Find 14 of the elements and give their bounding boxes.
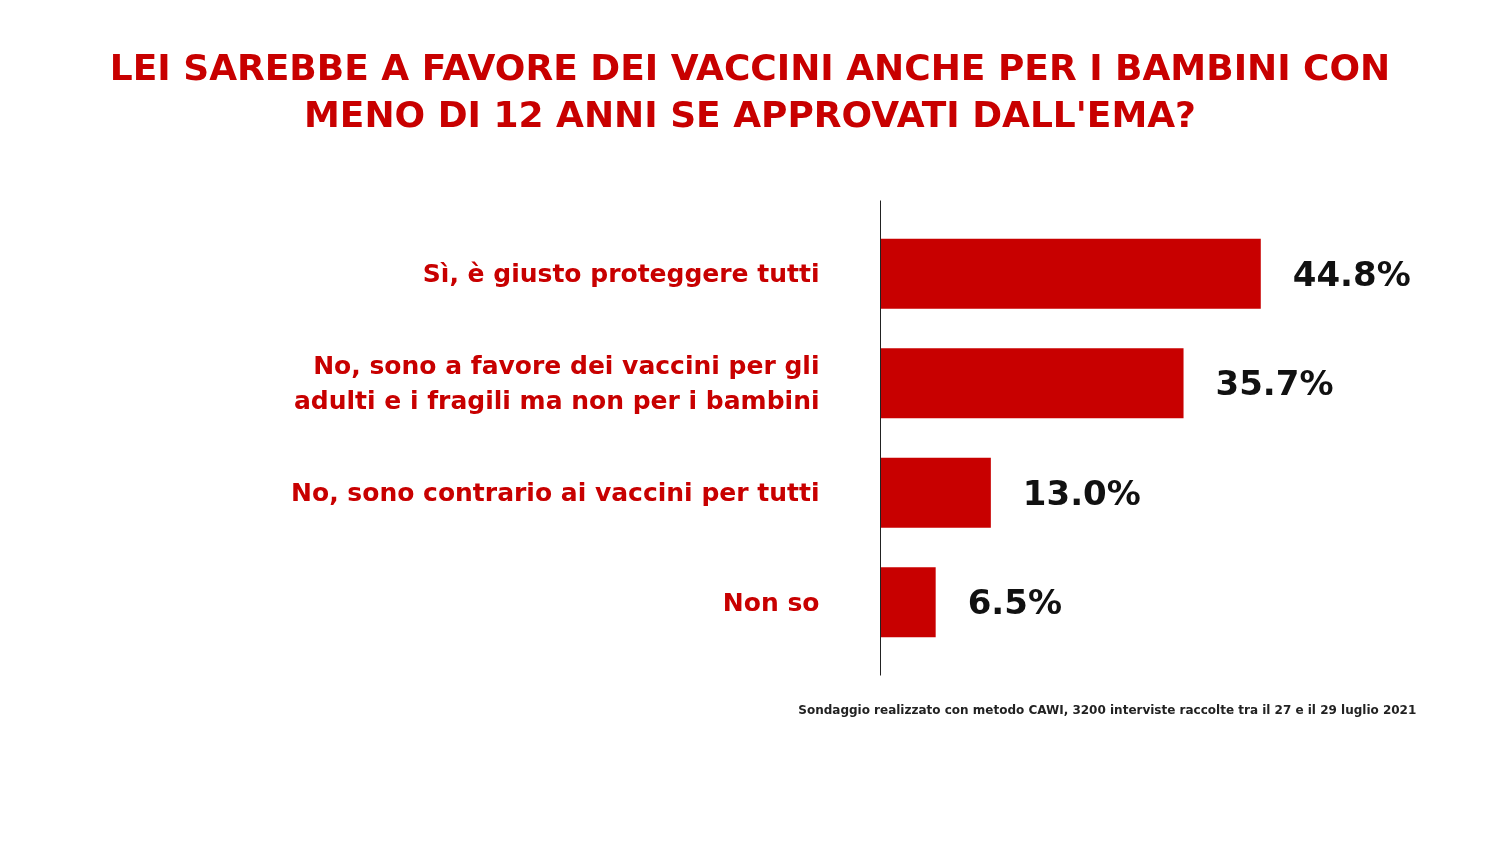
y-tick-label: Sì, è giusto proteggere tutti [422, 259, 820, 289]
data-label: 44.8% [1292, 253, 1411, 294]
bar [880, 567, 936, 638]
bar [880, 348, 1184, 419]
text: Sondaggio realizzato con metodo CAWI, 3200 interviste raccolte tra il 27 e il 29 luglio 2021 [798, 702, 1417, 717]
data-label: 6.5% [967, 582, 1062, 623]
y-tick-label: Non so [722, 587, 820, 617]
bar [880, 457, 991, 528]
y-tick-label: No, sono a favore dei vaccini per gli adulti e i fragili ma non per i bambini [293, 351, 820, 416]
data-label: 35.7% [1215, 363, 1334, 404]
bar [880, 238, 1261, 309]
chart-title: LEI SAREBBE A FAVORE DEI VACCINI ANCHE PER I BAMBINI CON MENO DI 12 ANNI SE APPROVATI DALL'EMA? [108, 46, 1392, 137]
y-tick-label: No, sono contrario ai vaccini per tutti [291, 478, 820, 508]
data-label: 13.0% [1022, 472, 1141, 513]
